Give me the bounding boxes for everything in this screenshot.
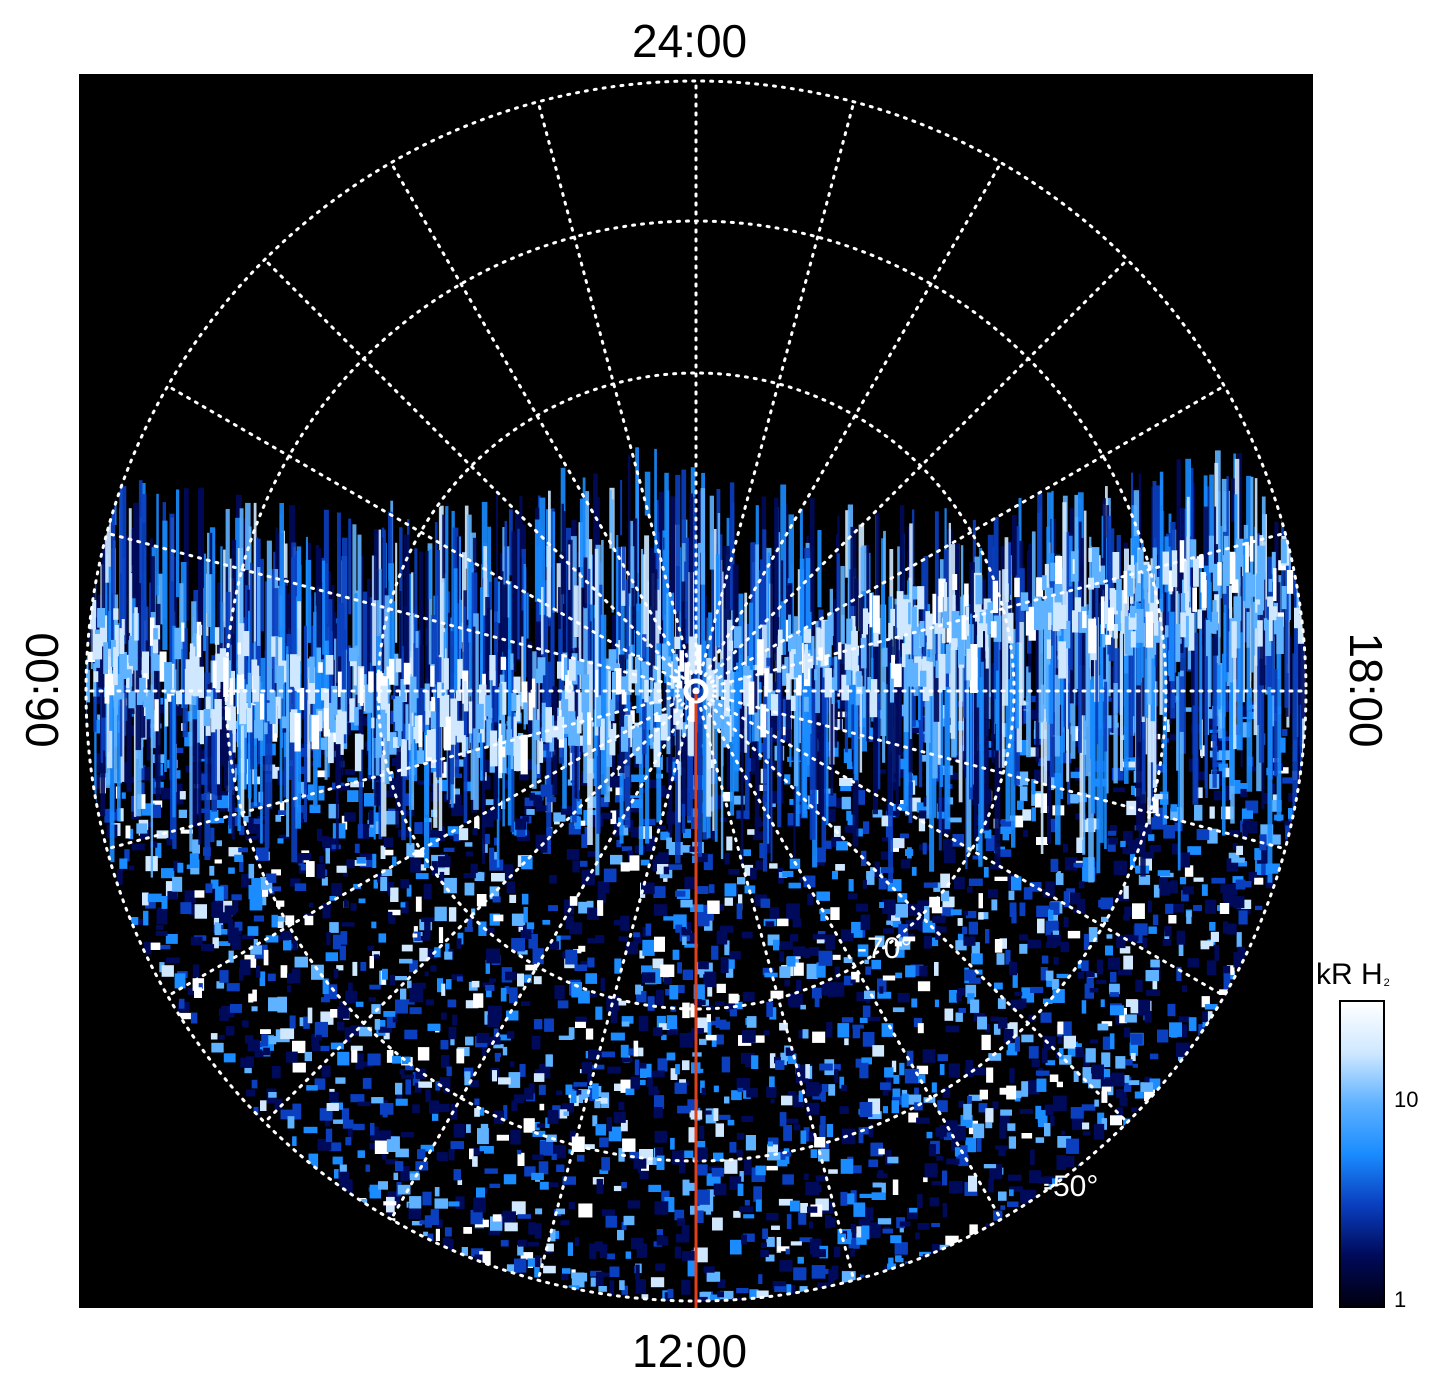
auroral-emission-layer [86,447,1306,1301]
local-time-label-left: 06:00 [16,632,68,748]
local-time-label-bottom: 12:00 [632,1325,748,1377]
local-time-label-right: 18:00 [1340,632,1392,748]
latitude-label-50: -50° [1043,1170,1098,1203]
auroral-polar-projection: -70° -50° [79,74,1313,1308]
local-time-label-top: 24:00 [632,15,748,67]
colorbar-tick-1: 1 [1394,1287,1407,1312]
polar-grid [84,79,1308,1303]
colorbar-tick-10: 10 [1394,1087,1419,1112]
pole-marker [683,678,709,704]
colorbar [1339,1000,1385,1308]
colorbar-title: kR H2 [1316,958,1390,991]
latitude-label-70: -70° [857,932,912,965]
